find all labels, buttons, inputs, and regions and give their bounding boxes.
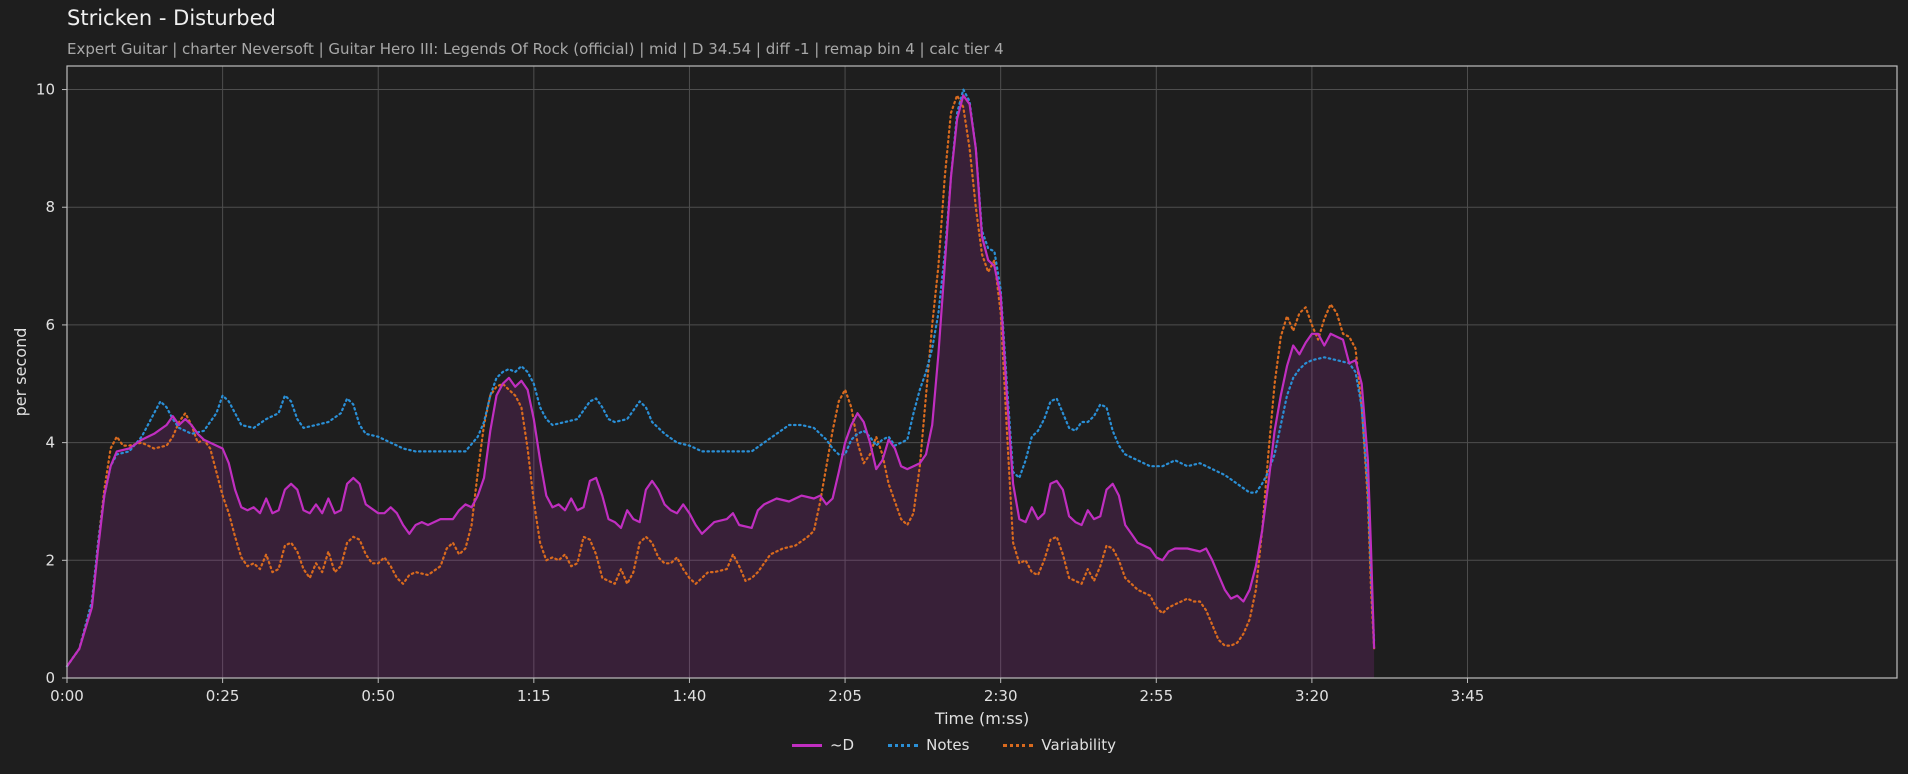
y-axis-label: per second [11, 328, 30, 417]
legend-item-d: ~D [792, 736, 854, 754]
x-tick-label: 2:05 [828, 687, 862, 705]
x-axis-label: Time (m:ss) [934, 709, 1029, 728]
y-tick-label: 10 [36, 81, 55, 99]
legend-label: Notes [926, 736, 969, 754]
x-tick-label: 2:30 [984, 687, 1018, 705]
x-tick-label: 1:15 [517, 687, 551, 705]
y-tick-label: 4 [45, 434, 55, 452]
y-tick-label: 8 [45, 198, 55, 216]
x-tick-label: 0:50 [361, 687, 395, 705]
x-tick-label: 2:55 [1139, 687, 1173, 705]
legend-label: ~D [830, 736, 854, 754]
x-tick-label: 0:00 [50, 687, 84, 705]
series-area-d [67, 95, 1374, 678]
legend-swatch [888, 744, 918, 747]
x-tick-label: 3:45 [1451, 687, 1485, 705]
y-tick-label: 2 [45, 551, 55, 569]
x-tick-label: 1:40 [673, 687, 707, 705]
x-tick-label: 0:25 [206, 687, 240, 705]
y-tick-label: 0 [45, 669, 55, 687]
legend-swatch [792, 744, 822, 747]
legend-swatch [1003, 744, 1033, 747]
legend-label: Variability [1041, 736, 1116, 754]
legend-item-notes: Notes [888, 736, 969, 754]
legend-item-variability: Variability [1003, 736, 1116, 754]
legend: ~D Notes Variability [0, 736, 1908, 754]
y-tick-label: 6 [45, 316, 55, 334]
series-layer [67, 90, 1374, 679]
x-tick-label: 3:20 [1295, 687, 1329, 705]
